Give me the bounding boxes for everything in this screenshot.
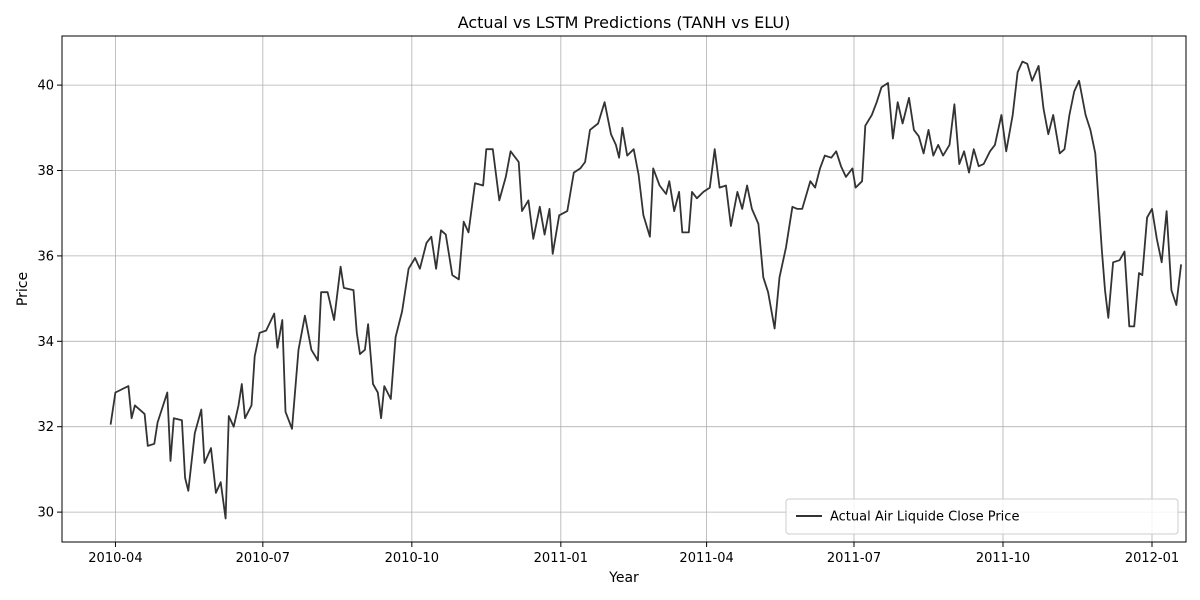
legend-label: Actual Air Liquide Close Price [830,510,1019,525]
chart-title: Actual vs LSTM Predictions (TANH vs ELU) [458,13,791,32]
x-tick-label: 2011-04 [679,551,733,566]
x-tick-label: 2012-01 [1125,551,1179,566]
y-tick-label: 30 [37,506,54,521]
y-tick-label: 34 [37,335,54,350]
x-tick-label: 2010-04 [88,551,142,566]
y-tick-label: 36 [37,249,54,264]
x-tick-label: 2011-01 [534,551,588,566]
y-tick-label: 40 [37,79,54,94]
x-tick-label: 2010-10 [385,551,439,566]
y-tick-label: 32 [37,420,54,435]
x-tick-label: 2011-07 [827,551,881,566]
y-tick-label: 38 [37,164,54,179]
y-axis-label: Price [15,272,31,306]
legend-box [785,498,1179,535]
x-tick-label: 2010-07 [236,551,290,566]
plot-frame [61,35,1187,543]
series-line [109,60,1182,520]
x-tick-label: 2011-10 [976,551,1030,566]
legend: Actual Air Liquide Close Price [785,498,1179,535]
x-axis-label: Year [608,570,639,586]
